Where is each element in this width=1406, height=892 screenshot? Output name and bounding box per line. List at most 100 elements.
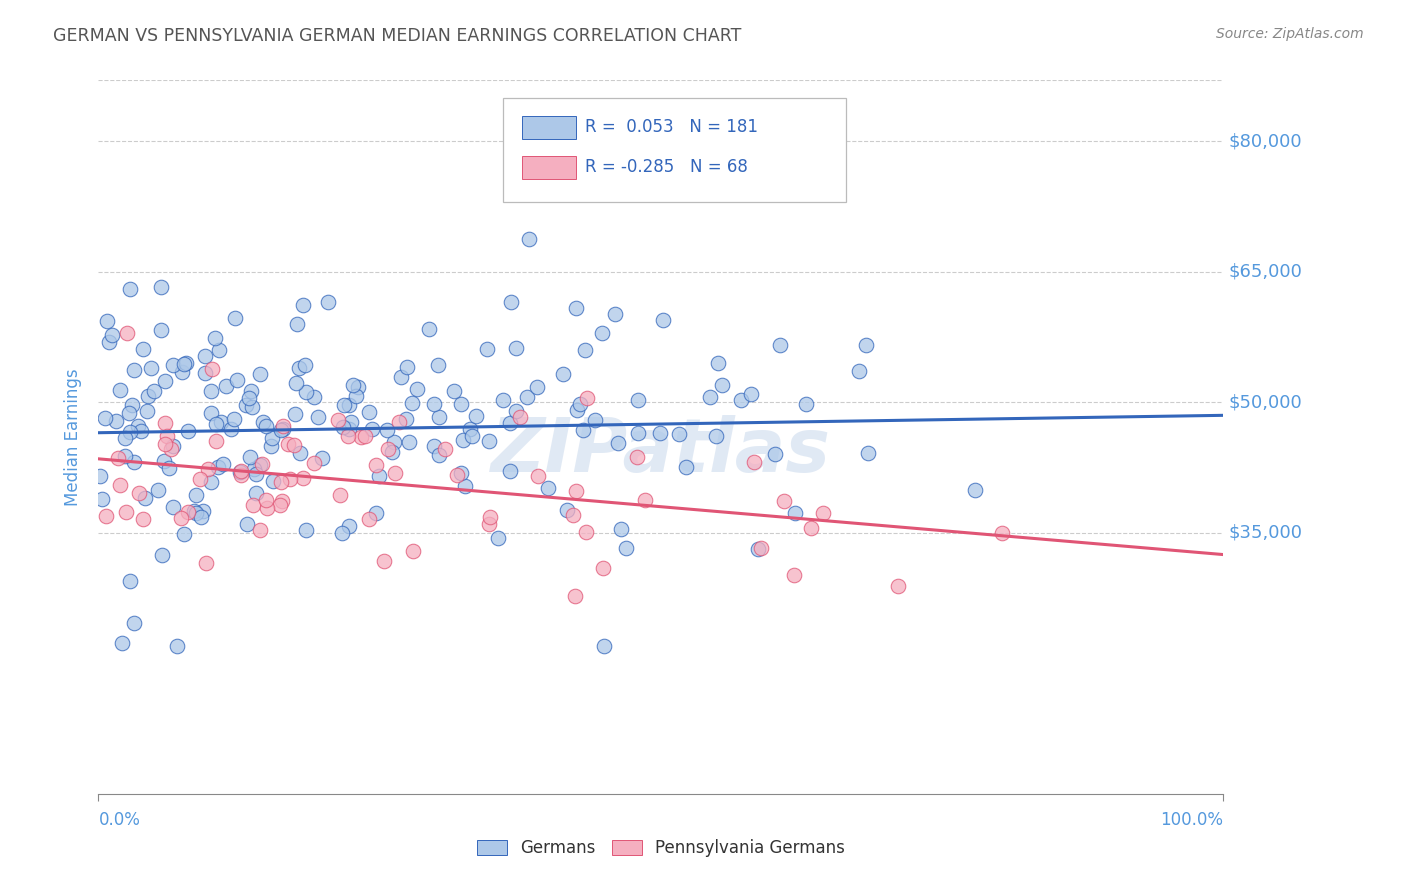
Point [354,429,377,443]
Point [284,407,307,421]
Point [783,506,806,520]
Point [273,422,295,436]
Point [194,349,217,363]
Point [337,422,360,436]
Point [668,426,690,441]
Point [235,398,257,412]
Text: ZIPatlas: ZIPatlas [491,415,831,488]
FancyBboxPatch shape [523,116,576,139]
Point [450,467,472,481]
Point [610,523,633,537]
Point [153,416,176,430]
Point [747,542,769,557]
Text: Source: ZipAtlas.com: Source: ZipAtlas.com [1216,27,1364,41]
Point [648,425,671,440]
Text: R =  0.053   N = 181: R = 0.053 N = 181 [585,119,758,136]
Point [553,368,575,382]
Point [329,488,352,502]
Point [427,448,450,462]
Point [295,385,318,400]
Point [346,380,368,394]
Point [260,431,283,445]
Point [333,398,356,412]
Point [461,429,484,443]
Point [200,384,222,398]
Point [337,519,360,533]
Point [219,422,242,436]
Point [157,461,180,475]
Point [526,379,548,393]
Point [252,458,274,472]
Point [149,323,172,337]
Point [395,411,418,425]
Point [191,503,214,517]
Text: $65,000: $65,000 [1229,263,1303,281]
Point [201,362,224,376]
Y-axis label: Median Earnings: Median Earnings [65,368,83,506]
Point [96,508,118,523]
Point [501,295,523,310]
Point [486,531,509,545]
Point [256,501,278,516]
Point [128,485,150,500]
Point [592,639,614,653]
Point [583,412,606,426]
Point [115,326,138,340]
Point [111,636,134,650]
Point [337,399,360,413]
Point [122,455,145,469]
Point [120,282,142,296]
Point [184,488,207,502]
Point [288,360,311,375]
Point [848,364,870,378]
Point [568,397,591,411]
Point [350,430,373,444]
Point [229,464,252,478]
Point [706,356,728,370]
Point [384,467,406,481]
Point [122,362,145,376]
Point [450,397,472,411]
Point [478,509,501,524]
Point [614,541,637,555]
Text: 0.0%: 0.0% [98,812,141,830]
Point [591,326,613,340]
Point [740,386,762,401]
Point [564,589,586,603]
Point [249,367,271,381]
Point [188,472,211,486]
Point [607,436,630,450]
Point [122,616,145,631]
Point [150,548,173,562]
Point [574,343,596,358]
Point [245,486,267,500]
Point [783,568,806,582]
Point [285,317,308,331]
Point [177,424,200,438]
Point [478,434,501,448]
Point [204,331,226,345]
Point [564,484,586,499]
Point [565,301,588,316]
Point [388,415,411,429]
Point [238,392,260,406]
Point [443,384,465,398]
Text: GERMAN VS PENNSYLVANIA GERMAN MEDIAN EARNINGS CORRELATION CHART: GERMAN VS PENNSYLVANIA GERMAN MEDIAN EAR… [53,27,742,45]
Point [294,358,316,372]
Point [800,521,823,535]
Point [143,384,166,399]
Point [381,445,404,459]
Point [194,366,217,380]
Point [245,467,267,481]
Point [194,556,217,570]
FancyBboxPatch shape [523,156,576,178]
Point [458,422,481,436]
Point [146,483,169,498]
Point [153,436,176,450]
Point [292,471,315,485]
Point [368,468,391,483]
Point [389,370,412,384]
Point [162,439,184,453]
Point [89,469,111,483]
Point [626,450,648,464]
